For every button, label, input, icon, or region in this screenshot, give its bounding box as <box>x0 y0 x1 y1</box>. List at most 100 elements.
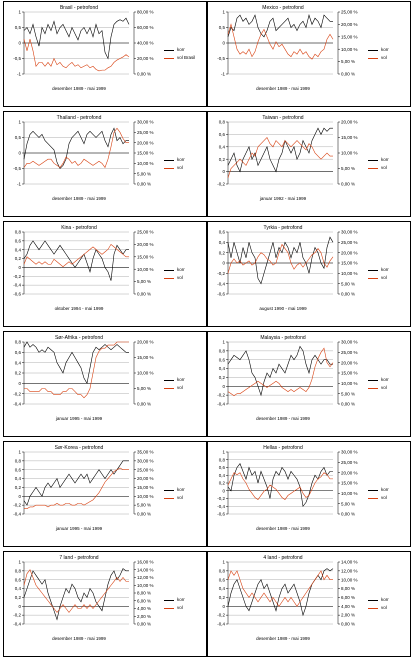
legend-label: vol <box>381 165 387 170</box>
legend-label: korr <box>177 377 185 382</box>
korr-series-line <box>23 568 129 621</box>
legend-item: vol <box>164 494 185 502</box>
y2-tick-label: 4,00 % <box>341 604 355 609</box>
y-tick-label: 0,8 <box>219 568 226 573</box>
y-tick-label: -1 <box>221 72 225 77</box>
y-tick-label: 1 <box>18 560 21 565</box>
x-axis-label: desember 1989 - mai 1999 <box>52 86 106 91</box>
legend-item: korr <box>164 156 185 164</box>
y-tick-label: 0,2 <box>219 375 226 380</box>
y2-tick-label: 15,00 % <box>341 34 358 39</box>
korr-series-line <box>227 127 333 173</box>
chart-svg: 0,8 0,6 0,4 0,2 0 -0,2 -0,4 -0,6 25,00 % 20,00 % 1… <box>13 230 153 297</box>
legend-label: vol <box>177 165 183 170</box>
chart-panel: Mexico - petrofond 1 0,5 0 -0,5 -1 25,00 % 20,0… <box>207 1 411 107</box>
legend-swatch <box>164 159 174 161</box>
legend-swatch <box>368 57 378 59</box>
legend-swatch <box>164 379 174 381</box>
vol-series-line <box>23 243 129 268</box>
legend-label: vol <box>381 495 387 500</box>
chart-svg: 0,6 0,4 0,2 0 -0,2 -0,4 -0,6 30,00 % 25,00 % 20,0… <box>217 230 358 297</box>
y-tick-label: 0,8 <box>15 458 22 463</box>
y2-tick-label: 12,00 % <box>341 568 358 573</box>
y-tick-label: 0,5 <box>15 25 22 30</box>
y-tick-label: -0,2 <box>13 274 21 279</box>
y2-tick-label: 5,00 % <box>341 166 355 171</box>
y2-tick-label: 15,00 % <box>341 261 358 266</box>
legend-label: korr <box>177 267 185 272</box>
legend-item: vol <box>368 604 389 612</box>
chart-svg: 1 0,8 0,6 0,4 0,2 0 -0,2 -0,4 16,00 % 14,00 % 12,0… <box>13 560 154 627</box>
y-tick-label: -1 <box>17 72 21 77</box>
y-tick-label: 0,4 <box>15 360 22 365</box>
y2-tick-label: 25,00 % <box>137 467 154 472</box>
y-tick-label: 1 <box>222 10 225 15</box>
chart-panel: Sør-Korea - petrofond 1 0,8 0,6 0,4 0,2 0 -0,2 -… <box>3 441 207 547</box>
y2-tick-label: 10,00 % <box>341 271 358 276</box>
y2-tick-label: 20,00 % <box>341 360 358 365</box>
y2-tick-label: 40,00 % <box>137 41 154 46</box>
legend-item: vol <box>164 274 185 282</box>
y-tick-label: -0,5 <box>217 56 225 61</box>
y2-tick-label: 20,00 % <box>341 250 358 255</box>
y-tick-label: -0,4 <box>13 512 21 517</box>
legend-swatch <box>368 489 378 491</box>
y2-tick-label: 14,00 % <box>137 567 154 572</box>
legend-swatch <box>368 387 378 389</box>
y-tick-label: -0,2 <box>217 271 225 276</box>
y-tick-label: 0 <box>222 384 225 389</box>
legend-label: vol <box>381 385 387 390</box>
x-axis-label: desember 1989 - mai 1999 <box>256 636 310 641</box>
legend-label: vol <box>177 605 183 610</box>
legend-item: korr <box>368 46 389 54</box>
legend-item: vol <box>164 604 185 612</box>
chart-svg: 1 0,5 0 -0,5 -1 80,00 % 60,00 % 40,00 % 20,00 % 0… <box>13 10 154 77</box>
y-tick-label: -0,5 <box>13 166 21 171</box>
legend-item: vol <box>368 384 389 392</box>
y-tick-label: -0,2 <box>217 182 225 187</box>
y2-tick-label: 10,00 % <box>137 494 154 499</box>
x-axis-label: desember 1989 - mai 1999 <box>52 196 106 201</box>
y-tick-label: 0,4 <box>219 473 226 478</box>
legend-item: korr <box>368 156 389 164</box>
vol-series-line <box>227 136 333 178</box>
y2-tick-label: 20,00 % <box>341 22 358 27</box>
legend-swatch <box>164 387 174 389</box>
y-tick-label: 0,6 <box>219 132 226 137</box>
y-tick-label: 1 <box>18 450 21 455</box>
y-tick-label: -0,4 <box>13 622 21 627</box>
x-axis-label: desember 1989 - mai 1999 <box>256 86 310 91</box>
y2-tick-label: 0,00 % <box>137 292 151 297</box>
y-tick-label: 0,5 <box>219 25 226 30</box>
korr-series-line <box>227 345 333 397</box>
legend-swatch <box>164 607 174 609</box>
chart-panel: Sør-Afrika - petrofond 0,8 0,6 0,4 0,2 0 -0,2 -… <box>3 331 207 437</box>
y-tick-label: 0,2 <box>15 256 22 261</box>
y2-tick-label: 0,00 % <box>341 292 355 297</box>
y2-tick-label: 6,00 % <box>137 598 151 603</box>
y-tick-label: 0,6 <box>15 350 22 355</box>
korr-series-line <box>23 460 129 506</box>
legend-label: vol <box>177 495 183 500</box>
y2-tick-label: 35,00 % <box>137 450 154 455</box>
y2-tick-label: 10,00 % <box>137 371 154 376</box>
y2-tick-label: 14,00 % <box>341 560 358 565</box>
legend: korr vol <box>368 596 389 612</box>
legend-item: korr <box>368 376 389 384</box>
legend: korr vol <box>368 46 389 62</box>
chart-svg: 1 0,8 0,6 0,4 0,2 0 -0,2 -0,4 35,00 % 30,00 % 25,0… <box>13 450 154 517</box>
y-tick-label: 0,6 <box>219 465 226 470</box>
y-tick-label: 1 <box>222 340 225 345</box>
y2-tick-label: 15,00 % <box>341 371 358 376</box>
y2-tick-label: 0,00 % <box>137 72 151 77</box>
y2-tick-label: 20,00 % <box>341 470 358 475</box>
y2-tick-label: 8,00 % <box>137 591 151 596</box>
vol-series-line <box>24 467 129 509</box>
y-tick-label: 0,6 <box>219 230 226 235</box>
legend-label: vol <box>381 275 387 280</box>
x-axis-label: desember 1989 - mai 1999 <box>256 416 310 421</box>
y-tick-label: 0,4 <box>15 476 22 481</box>
vol-series-line <box>227 472 333 500</box>
x-axis-label: oktober 1994 - mai 1999 <box>54 306 104 311</box>
